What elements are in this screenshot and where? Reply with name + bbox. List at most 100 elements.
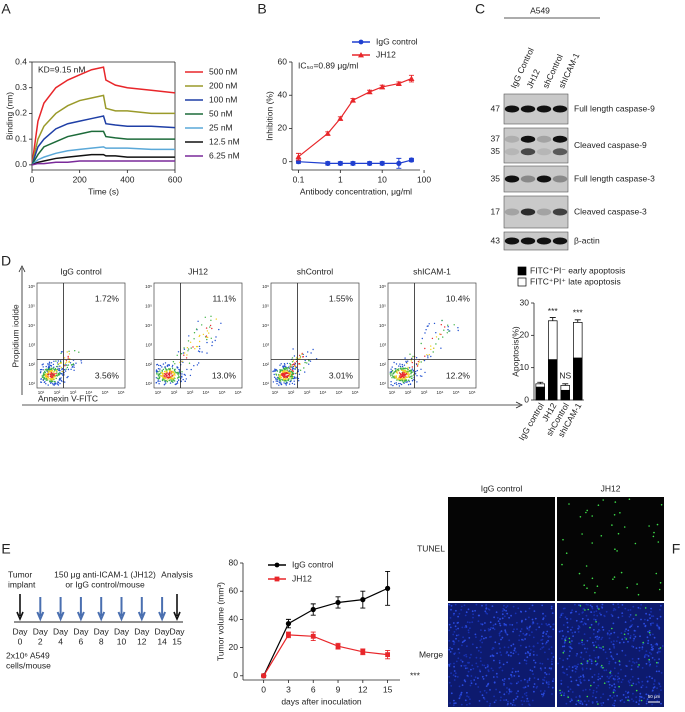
event-dot — [286, 370, 288, 372]
nucleus — [542, 631, 545, 633]
event-dot — [447, 329, 449, 331]
nucleus — [508, 639, 511, 642]
nucleus — [482, 678, 485, 680]
tunel-signal — [623, 633, 626, 636]
event-dot — [58, 363, 60, 365]
nucleus — [461, 684, 464, 686]
nucleus — [513, 675, 516, 677]
nucleus — [580, 651, 583, 654]
nucleus — [612, 677, 615, 680]
tunel-signal — [580, 662, 583, 665]
event-dot — [411, 368, 414, 370]
nucleus — [574, 603, 576, 606]
nucleus — [606, 680, 608, 683]
nucleus — [449, 626, 452, 629]
event-dot — [407, 384, 410, 386]
event-dot — [176, 382, 179, 384]
nucleus — [452, 633, 455, 636]
event-dot — [40, 381, 42, 383]
nucleus — [651, 657, 654, 659]
nucleus — [489, 702, 492, 705]
nucleus — [578, 604, 580, 606]
day-word: Day — [33, 626, 49, 636]
nucleus — [656, 699, 659, 702]
nucleus — [501, 610, 504, 612]
event-dot — [298, 380, 300, 382]
event-dot — [283, 363, 286, 365]
y-tick-label: 20 — [278, 123, 288, 133]
day-number: 8 — [99, 636, 104, 646]
x-tick-label: 10³ — [187, 390, 194, 395]
event-dot — [446, 332, 448, 334]
nucleus — [469, 698, 471, 701]
nucleus — [582, 676, 585, 678]
nucleus — [535, 628, 538, 631]
tunel-signal — [568, 503, 570, 505]
event-dot — [58, 369, 60, 372]
event-dot — [52, 377, 54, 380]
event-dot — [172, 364, 174, 367]
legend-marker — [274, 562, 280, 568]
event-dot — [161, 366, 163, 368]
nucleus — [505, 652, 508, 655]
tunel-signal — [612, 578, 614, 580]
event-dot — [75, 362, 77, 364]
nucleus — [621, 612, 624, 614]
nucleus — [484, 622, 486, 624]
event-dot — [278, 378, 281, 380]
band — [504, 208, 520, 216]
x-tick-label: 10² — [405, 390, 412, 395]
nucleus — [524, 634, 526, 636]
nucleus — [454, 672, 457, 675]
nucleus — [505, 699, 508, 701]
nucleus — [581, 641, 583, 644]
event-dot — [63, 357, 66, 359]
nucleus — [512, 643, 515, 646]
event-dot — [156, 370, 159, 372]
band — [504, 135, 520, 143]
nucleus — [658, 682, 660, 685]
nucleus — [659, 650, 661, 653]
event-dot — [289, 380, 291, 383]
event-dot — [42, 375, 44, 377]
nucleus — [587, 604, 589, 606]
event-dot — [169, 378, 171, 380]
event-dot — [80, 360, 82, 362]
nucleus — [572, 635, 574, 637]
nucleus — [575, 665, 578, 668]
nucleus — [566, 621, 569, 624]
nucleus — [583, 633, 586, 635]
event-dot — [393, 361, 395, 364]
nucleus — [613, 683, 616, 686]
nucleus — [481, 641, 484, 644]
nucleus — [605, 669, 608, 672]
x-tick-label: 10⁵ — [453, 390, 460, 395]
nucleus — [638, 703, 640, 705]
y-tick-label: 0.4 — [15, 56, 27, 66]
blot-strip — [503, 127, 569, 164]
nucleus — [459, 696, 462, 698]
nucleus — [660, 672, 663, 674]
nucleus — [577, 625, 580, 627]
nucleus — [512, 699, 515, 702]
nucleus — [569, 646, 572, 649]
nucleus — [597, 675, 600, 678]
nucleus — [547, 683, 550, 686]
event-dot — [53, 378, 55, 380]
event-dot — [180, 353, 183, 355]
tunel-signal — [640, 699, 643, 702]
day-number: 0 — [18, 636, 23, 646]
y-tick-label: 20 — [520, 330, 530, 340]
nucleus — [611, 684, 613, 687]
tunel-signal — [585, 565, 588, 567]
series-line — [31, 153, 175, 166]
event-dot — [290, 377, 293, 379]
event-dot — [424, 371, 426, 374]
error-bar — [537, 381, 544, 384]
event-dot — [52, 367, 54, 369]
marker — [396, 160, 402, 166]
tunel-signal — [659, 647, 662, 649]
quadrant-percent: 3.01% — [329, 370, 354, 380]
nucleus — [571, 640, 573, 642]
event-dot — [291, 357, 294, 359]
